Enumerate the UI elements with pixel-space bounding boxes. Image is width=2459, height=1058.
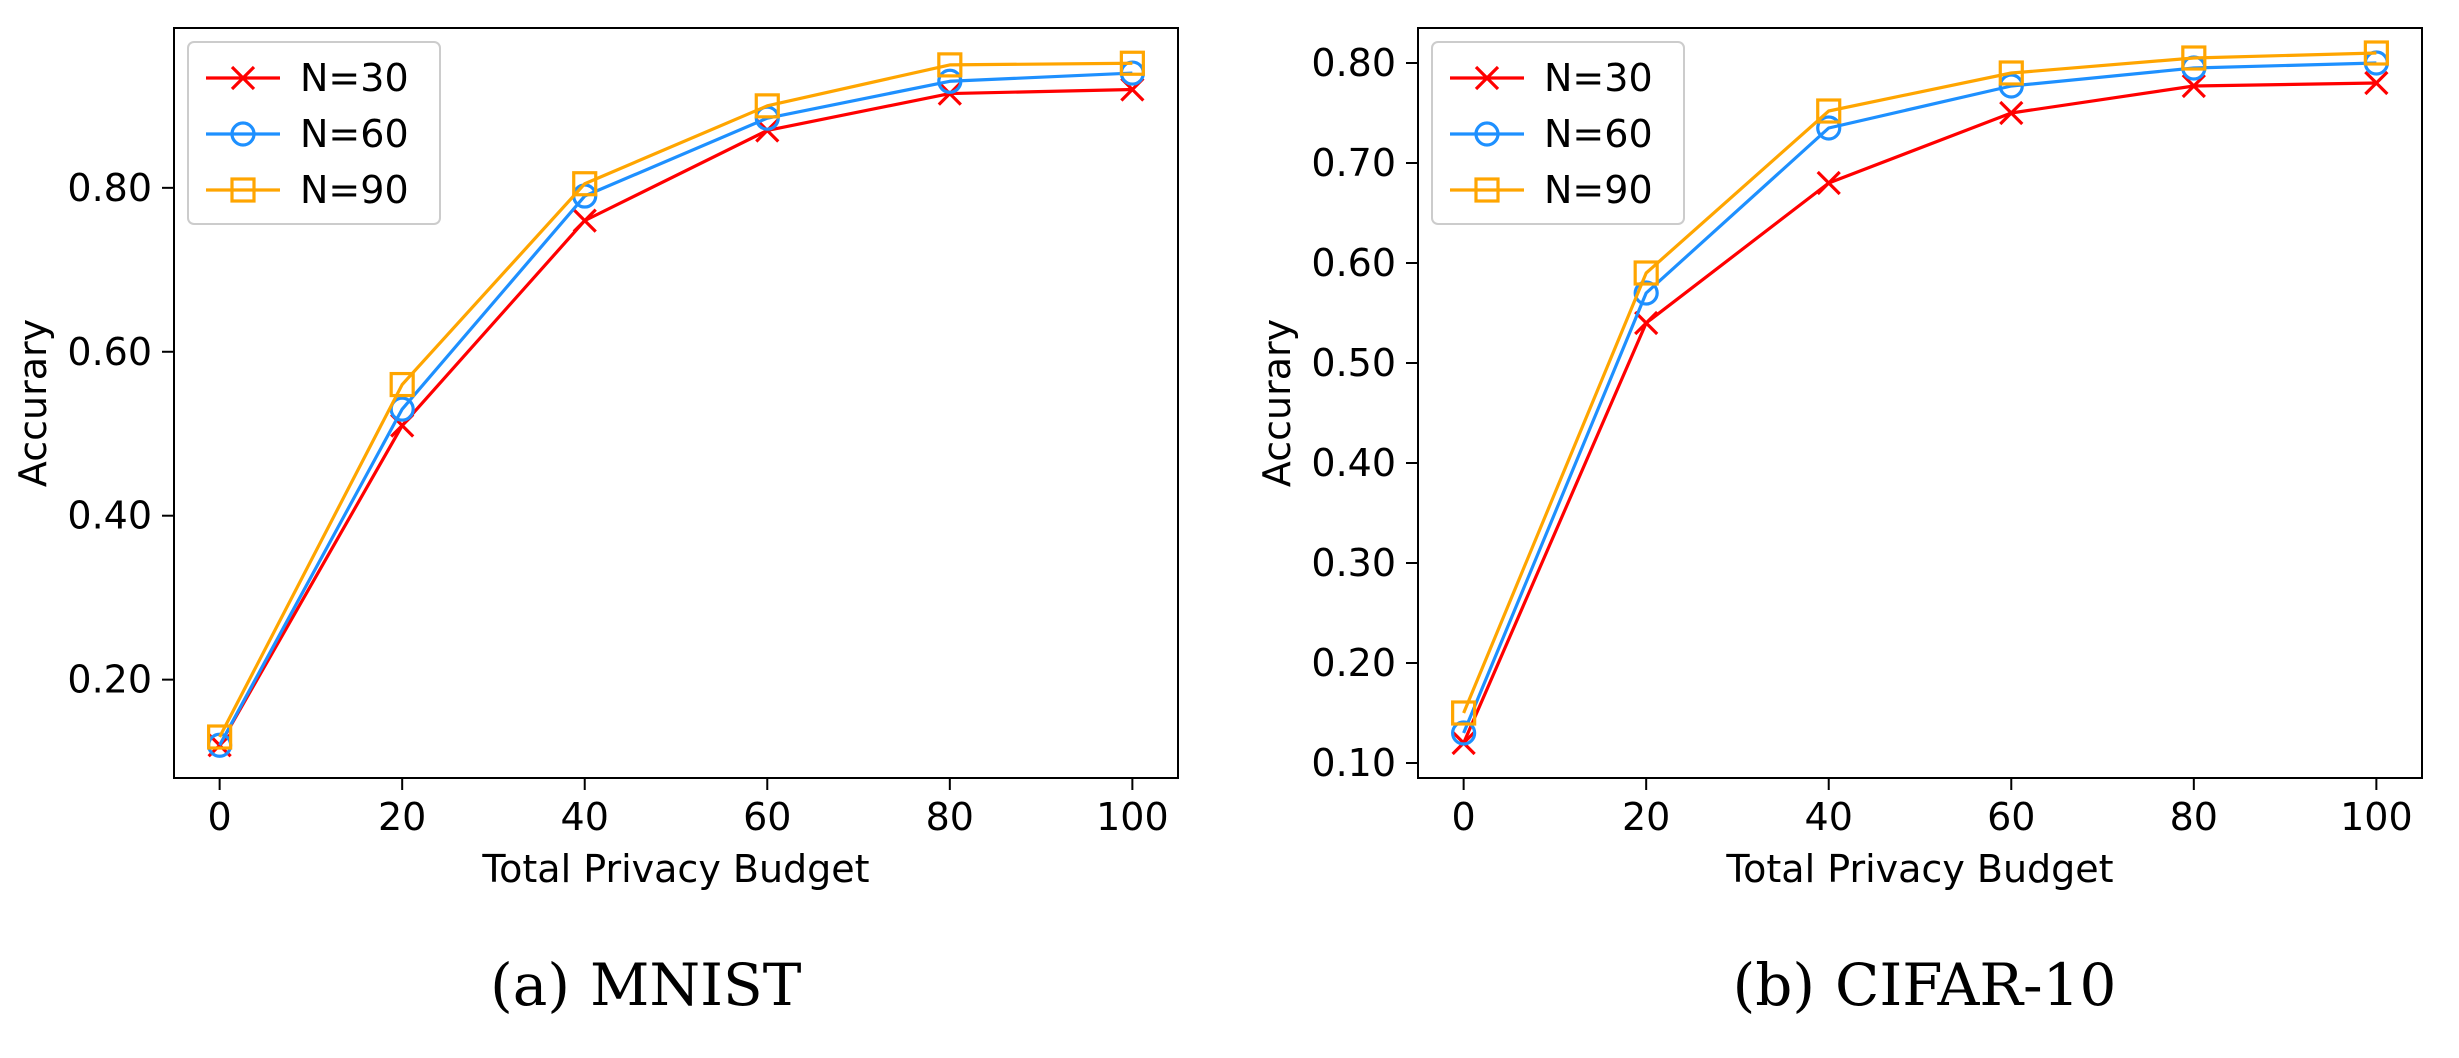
legend-label: N=60 [300, 112, 409, 156]
legend-label: N=30 [300, 56, 409, 100]
data-point-n90-3 [754, 93, 780, 119]
y-tick-label: 0.60 [67, 330, 152, 374]
x-tick-label: 0 [1452, 795, 1476, 839]
plot-frame [173, 27, 1179, 779]
data-point-n90-3 [1998, 60, 2024, 86]
legend-label: N=90 [1544, 168, 1653, 212]
data-point-n30-1 [1634, 310, 1659, 336]
figure-caption: (a) MNIST [490, 951, 802, 1019]
x-tick-label: 100 [1096, 795, 1169, 839]
data-point-n90-5 [2363, 40, 2389, 66]
legend-marker [1474, 65, 1500, 91]
x-tick-label: 40 [1805, 795, 1853, 839]
x-axis-label: Total Privacy Budget [481, 847, 869, 891]
data-point-n90-1 [389, 371, 415, 398]
y-axis-label: Accurary [11, 319, 55, 487]
x-tick-label: 60 [743, 795, 791, 839]
y-tick-label: 0.60 [1311, 241, 1396, 285]
data-point-n30-5 [2364, 70, 2389, 96]
x-tick-label: 60 [1987, 795, 2035, 839]
x-tick-label: 80 [2170, 795, 2218, 839]
data-point-n90-5 [1119, 50, 1145, 76]
y-tick-label: 0.40 [67, 494, 152, 538]
data-point-n90-0 [207, 724, 233, 750]
data-point-n60-4 [937, 68, 963, 94]
legend-marker [1474, 177, 1500, 203]
y-tick-label: 0.50 [1311, 341, 1396, 385]
x-tick-label: 20 [1622, 795, 1670, 839]
legend: N=30 N=60 N=90 [1431, 41, 1685, 225]
y-tick-label: 0.20 [1311, 641, 1396, 685]
y-tick-label: 0.80 [1311, 41, 1396, 85]
legend-label: N=60 [1544, 112, 1653, 156]
plot-frame [1417, 27, 2423, 779]
legend-label: N=30 [1544, 56, 1653, 100]
series-line-n90 [218, 61, 1133, 738]
data-point-n60-2 [1816, 115, 1842, 141]
data-point-n90-2 [572, 171, 598, 197]
series-line-n30 [218, 87, 1133, 747]
data-point-n30-2 [572, 208, 597, 233]
data-point-n30-2 [1816, 170, 1841, 196]
y-tick-label: 0.80 [67, 166, 152, 210]
caption-title: CIFAR-10 [1835, 951, 2116, 1019]
data-point-n60-1 [1633, 280, 1659, 306]
x-tick-label: 0 [208, 795, 232, 839]
legend-label: N=90 [300, 168, 409, 212]
data-point-n60-3 [1998, 73, 2024, 99]
legend-marker [230, 65, 256, 91]
caption-tag: (a) [490, 951, 570, 1019]
y-tick-label: 0.40 [1311, 441, 1396, 485]
x-tick-label: 100 [2340, 795, 2413, 839]
y-tick-label: 0.10 [1311, 741, 1396, 785]
legend-marker [1474, 121, 1500, 147]
series-line-n60 [218, 71, 1133, 746]
legend-marker [230, 121, 256, 147]
series-line-n30 [1462, 81, 2377, 744]
x-tick-label: 80 [926, 795, 974, 839]
y-tick-label: 0.20 [67, 658, 152, 702]
figure-caption: (b) CIFAR-10 [1733, 951, 2117, 1019]
data-point-n90-4 [2181, 45, 2207, 71]
data-point-n90-1 [1633, 260, 1659, 286]
chart-panel-cifar10: 0 20 40 60 80 100 0.10 0.20 0.30 0.40 0.50 0.60 0.70… [1255, 27, 2423, 1019]
data-point-n60-0 [1451, 720, 1477, 746]
y-tick-label: 0.70 [1311, 141, 1396, 185]
y-tick-label: 0.30 [1311, 541, 1396, 585]
legend-marker [230, 177, 256, 203]
data-point-n90-2 [1816, 98, 1842, 124]
data-point-n90-0 [1451, 700, 1477, 726]
y-axis-label: Accurary [1255, 319, 1299, 487]
x-tick-label: 20 [378, 795, 426, 839]
data-point-n30-3 [1999, 100, 2024, 126]
chart-panel-mnist: 0 20 40 60 80 100 0.20 0.40 0.60 0.80 Total Privac… [11, 27, 1179, 1019]
series-line-n90 [1462, 51, 2377, 714]
data-point-n90-4 [937, 52, 963, 78]
x-axis-label: Total Privacy Budget [1725, 847, 2113, 891]
x-tick-label: 40 [561, 795, 609, 839]
data-point-n30-4 [2181, 73, 2206, 99]
caption-tag: (b) [1733, 951, 1815, 1019]
caption-title: MNIST [590, 951, 802, 1019]
legend: N=30 N=60 N=90 [187, 41, 441, 225]
series-line-n60 [1462, 61, 2377, 734]
